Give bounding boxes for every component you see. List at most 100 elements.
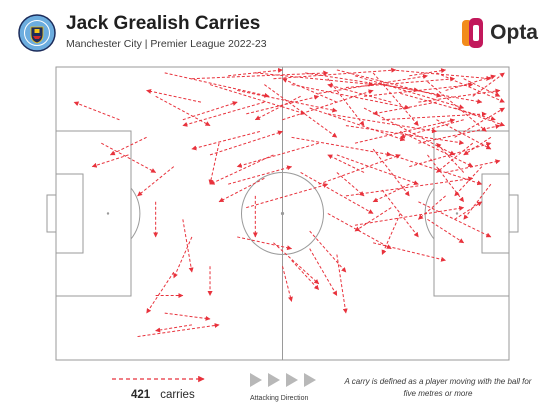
carry-arrow [191, 130, 260, 151]
carry-arrow [463, 136, 492, 156]
carry-arrow [399, 119, 464, 139]
attacking-direction-label: Attacking Direction [250, 395, 309, 402]
carry-arrow [273, 242, 320, 285]
carry-arrow [372, 183, 410, 203]
opta-logo: Opta [461, 16, 538, 50]
carry-arrow [336, 172, 365, 197]
carry-arrow [372, 242, 447, 262]
right-goal [508, 194, 519, 233]
carry-arrow [418, 88, 501, 103]
carry-arrow [246, 183, 329, 209]
carry-arrow [354, 205, 465, 226]
carry-count-label: carries [160, 389, 195, 401]
opta-logo-text: Opta [490, 21, 538, 44]
carry-arrow [318, 154, 401, 185]
carry-arrow [282, 89, 374, 121]
carry-arrow [237, 236, 293, 251]
carry-arrow [164, 312, 211, 321]
carry-arrow [391, 69, 492, 81]
carry-arrow [173, 236, 193, 279]
centre-spot [280, 211, 285, 216]
carry-arrow [291, 84, 410, 110]
carry-arrow [182, 219, 194, 273]
carry-arrow [209, 154, 274, 185]
carry-arrow [101, 142, 157, 173]
carry-arrow [309, 230, 347, 273]
right-six-yard-box [481, 173, 510, 254]
carry-arrow [382, 111, 487, 121]
carry-arrow [345, 176, 474, 197]
left-penalty-box [55, 130, 132, 297]
carry-arrow [463, 78, 501, 97]
right-penalty-spot [455, 212, 459, 215]
right-penalty-box [433, 130, 510, 297]
carry-arrow [336, 254, 348, 314]
chart-title: Jack Grealish Carries [66, 13, 261, 34]
carry-arrow [155, 95, 211, 127]
carry-arrow [191, 70, 329, 80]
carry-arrow [318, 74, 428, 94]
direction-arrow-icon [250, 373, 262, 387]
carry-arrow [327, 154, 365, 173]
carry-arrow [327, 213, 392, 250]
carry-arrow [218, 177, 265, 203]
carry-arrow [309, 107, 406, 142]
carry-arrow [354, 207, 392, 232]
carry-arrow [327, 113, 438, 134]
club-crest-logo [18, 14, 56, 52]
carry-arrow [309, 248, 338, 296]
carry-arrow [182, 101, 238, 121]
left-penalty-spot [106, 212, 110, 215]
carry-arrow [372, 72, 419, 126]
carry-arrow [146, 88, 202, 103]
carry-arrow [291, 136, 392, 157]
carry-arrow [73, 101, 120, 121]
carry-arrow [363, 82, 474, 97]
carry-arrow [273, 67, 397, 80]
carry-arrow [137, 323, 220, 338]
carry-arrows [73, 67, 505, 338]
direction-arrow-icon [286, 373, 298, 387]
carry-definition-note: A carry is defined as a player moving wi… [344, 377, 532, 398]
carry-arrow [208, 143, 220, 185]
carry-arrow [418, 195, 446, 220]
carry-arrow [381, 213, 401, 255]
carry-arrow [436, 119, 492, 150]
carry-arrow [472, 72, 505, 97]
carry-arrow [255, 72, 374, 87]
carry-arrow [91, 154, 129, 168]
carry-arrow [345, 125, 465, 145]
carry-arrow [291, 260, 320, 291]
carry-arrow [354, 118, 456, 144]
carry-arrow [345, 76, 456, 89]
carry-arrow [409, 142, 492, 168]
carry-arrow [400, 131, 474, 168]
carry-arrow [436, 142, 465, 173]
carry-arrow [409, 68, 447, 77]
carry-arrow [336, 69, 442, 98]
carry-arrow [454, 166, 483, 197]
legend-carry-count: 421 carries [131, 389, 195, 401]
left-six-yard-box [55, 173, 84, 254]
direction-arrow-icon [268, 373, 280, 387]
carry-arrow [382, 84, 483, 104]
carry-arrow [372, 148, 410, 197]
attacking-direction-arrows [250, 373, 316, 387]
carry-arrow [454, 107, 505, 127]
carry-arrow [254, 95, 301, 121]
left-penalty-arc [130, 187, 141, 240]
carry-arrow [445, 74, 496, 91]
carry-arrow [209, 84, 306, 115]
carry-arrow [427, 218, 465, 244]
carry-arrow [436, 72, 505, 103]
carry-arrow [182, 101, 265, 127]
carry-arrow [164, 72, 270, 98]
carry-arrow [400, 92, 496, 121]
carry-arrow [427, 81, 487, 132]
pitch-markings [46, 66, 519, 361]
carry-arrow [305, 72, 419, 93]
carry-arrow [246, 94, 320, 115]
legend-carry-arrow [112, 375, 205, 383]
carry-arrow [209, 130, 283, 156]
